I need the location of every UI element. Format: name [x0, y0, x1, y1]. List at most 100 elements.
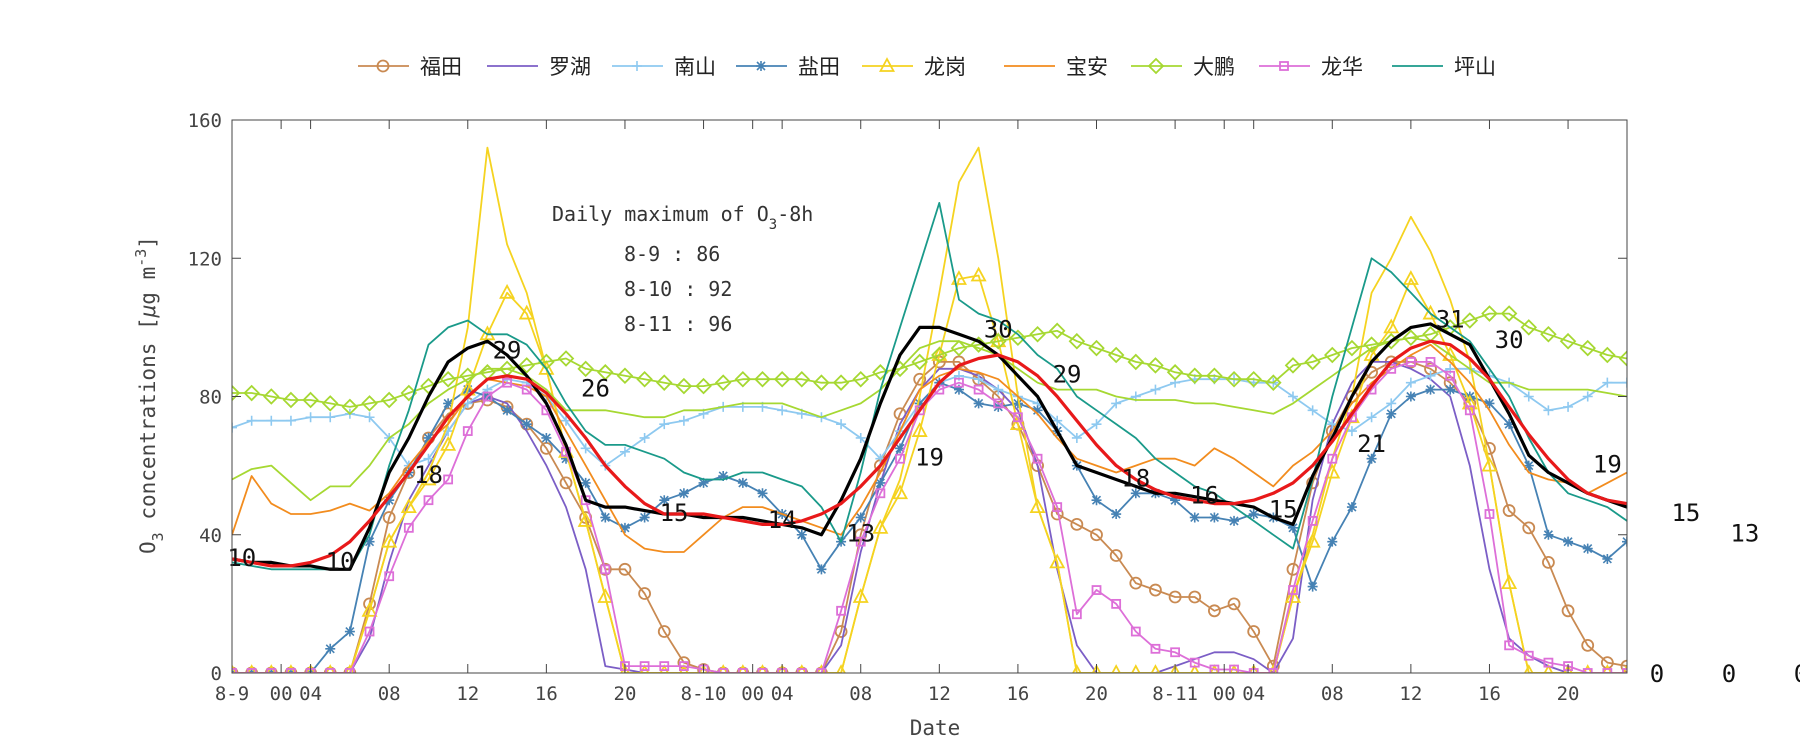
- series-point-2-2: [266, 415, 277, 426]
- series-point-3-14: [502, 405, 513, 416]
- series-point-7-63: [1461, 312, 1479, 329]
- series-point-0-22: [657, 625, 671, 638]
- x-tick-label: 16: [535, 683, 558, 705]
- series-point-9-10: [423, 495, 434, 506]
- series-point-4-14: [499, 283, 516, 299]
- y-tick-label: 40: [199, 525, 222, 547]
- data-label: 16: [1190, 482, 1219, 510]
- series-point-7-24: [695, 377, 712, 395]
- series-point-4-46: [1130, 664, 1141, 673]
- series-point-2-38: [973, 374, 984, 385]
- x-tick-label: 8-10: [681, 683, 727, 705]
- series-point-9-65: [1504, 640, 1515, 651]
- series-point-9-9: [403, 522, 414, 533]
- outside-label: 0: [1722, 660, 1736, 688]
- x-tick-label: 04: [1242, 683, 1265, 705]
- data-label: 31: [1436, 305, 1465, 333]
- series-point-2-60: [1405, 377, 1416, 388]
- series-point-0-17: [559, 476, 573, 490]
- series-point-4-34: [892, 484, 909, 500]
- x-tick-label: 8-9: [215, 683, 249, 705]
- series-point-2-45: [1111, 398, 1122, 409]
- series-point-9-55: [1307, 516, 1318, 526]
- series-point-9-61: [1425, 357, 1436, 367]
- series-point-3-30: [816, 564, 827, 575]
- series-point-9-51: [1229, 664, 1239, 673]
- series-point-2-73: [1661, 374, 1671, 384]
- series-point-2-28: [777, 405, 788, 416]
- legend-marker: [376, 59, 390, 73]
- series-point-7-65: [1500, 305, 1518, 322]
- series-point-4-63: [1461, 394, 1478, 410]
- series-point-7-44: [1088, 339, 1105, 357]
- series-point-9-23: [679, 661, 689, 671]
- series-point-2-0: [232, 422, 237, 433]
- legend-marker: [1147, 57, 1165, 75]
- x-tick-label: 12: [928, 683, 951, 705]
- series-point-9-27: [757, 668, 768, 673]
- series-point-9-35: [914, 405, 925, 416]
- series-line-5: [232, 146, 1627, 673]
- series-point-4-55: [1304, 532, 1321, 548]
- annotation-title-sub: 3: [769, 217, 777, 233]
- series-point-7-55: [1304, 353, 1321, 371]
- series-point-7-30: [813, 374, 830, 391]
- y-tick-label: 120: [188, 248, 222, 270]
- series-line-10: [232, 201, 1627, 571]
- series-point-9-7: [364, 626, 375, 637]
- series-point-4-75: [1699, 666, 1712, 678]
- legend-label: 福田: [420, 55, 462, 79]
- series-point-0-8: [382, 511, 396, 524]
- series-point-7-50: [1206, 367, 1223, 385]
- series-point-4-54: [1284, 588, 1301, 603]
- series-point-0-45: [1109, 549, 1123, 562]
- series-point-0-74: [1680, 668, 1691, 679]
- series-point-4-68: [1563, 664, 1573, 673]
- series-point-3-46: [1130, 488, 1141, 499]
- series-point-9-70: [1602, 668, 1613, 673]
- x-tick-label: 04: [771, 683, 794, 705]
- series-point-2-44: [1091, 419, 1102, 430]
- series-point-3-16: [541, 432, 552, 443]
- series-point-4-44: [1091, 664, 1102, 673]
- series-point-4-21: [639, 664, 650, 673]
- series-line-7: [232, 312, 1627, 408]
- series-point-9-26: [737, 668, 748, 673]
- series-point-3-32: [855, 512, 866, 523]
- series-point-7-70: [1599, 346, 1616, 364]
- series-point-9-48: [1170, 647, 1180, 658]
- x-tick-label: 20: [614, 683, 637, 705]
- series-point-3-70: [1602, 553, 1613, 564]
- legend-label: 大鹏: [1193, 55, 1235, 79]
- series-point-2-7: [364, 412, 375, 423]
- series-point-0-20: [618, 562, 632, 576]
- legend-marker: [632, 61, 642, 71]
- x-tick-label: 16: [1478, 683, 1501, 705]
- series-point-0-51: [1227, 597, 1241, 611]
- series-point-7-78: [1758, 369, 1772, 383]
- x-tick-label: 20: [1557, 683, 1580, 705]
- series-point-2-12: [462, 398, 473, 409]
- series-point-9-53: [1268, 668, 1279, 673]
- legend-marker: [878, 57, 896, 72]
- legend-label: 坪山: [1454, 55, 1496, 79]
- series-point-2-76: [1720, 378, 1730, 388]
- series-point-7-25: [714, 374, 732, 391]
- series-point-4-77: [1738, 666, 1751, 678]
- series-point-2-58: [1366, 412, 1377, 423]
- series-point-7-31: [832, 374, 850, 391]
- series-point-3-48: [1170, 495, 1181, 506]
- series-point-7-66: [1520, 319, 1538, 336]
- series-point-3-18: [580, 477, 591, 488]
- series-point-0-50: [1207, 604, 1221, 618]
- series-point-7-5: [321, 395, 339, 412]
- series-point-3-5: [325, 643, 336, 654]
- series-point-3-38: [973, 398, 984, 409]
- series-point-3-45: [1111, 509, 1122, 520]
- series-point-2-39: [993, 384, 1004, 395]
- series-point-2-47: [1150, 384, 1161, 395]
- series-point-9-30: [816, 668, 827, 673]
- series-point-7-60: [1402, 329, 1420, 347]
- series-point-9-42: [1052, 502, 1063, 513]
